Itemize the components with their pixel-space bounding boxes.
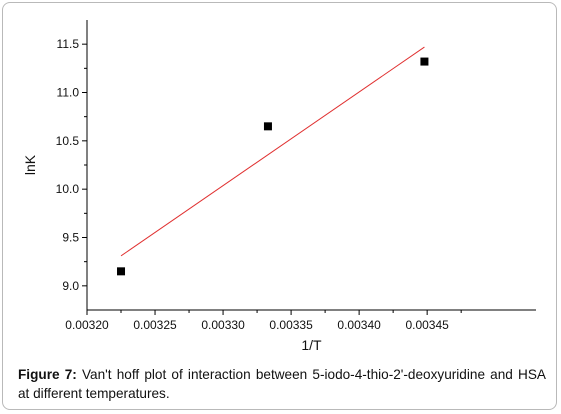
x-tick-label: 0.00345 — [405, 318, 449, 332]
y-tick-label: 10.5 — [56, 134, 80, 148]
figure-caption: Figure 7: Van't hoff plot of interaction… — [18, 365, 546, 403]
y-tick-label: 11.5 — [57, 37, 80, 51]
figure-frame — [2, 2, 557, 410]
y-tick-label: 10.0 — [56, 182, 80, 196]
data-point — [263, 122, 272, 131]
x-tick-label: 0.00335 — [269, 318, 313, 332]
y-tick-label: 9.0 — [62, 279, 79, 293]
x-ticks: 0.00320 0.00325 0.00330 0.00335 0.00340 0.003… — [65, 310, 462, 332]
x-axis-label: 1/T — [301, 337, 322, 353]
y-ticks: 9.0 9.5 10.0 10.5 11.0 11.5 — [56, 37, 87, 293]
caption-label: Figure 7: — [18, 367, 77, 382]
fit-line — [120, 46, 425, 257]
x-tick-label: 0.00330 — [201, 318, 245, 332]
y-tick-label: 11.0 — [57, 86, 80, 100]
data-point — [117, 267, 126, 276]
axes — [86, 20, 536, 311]
x-tick-label: 0.00325 — [133, 318, 177, 332]
caption-text: Van't hoff plot of interaction between 5… — [18, 367, 546, 401]
series-group — [117, 46, 429, 276]
x-tick-label: 0.00320 — [65, 318, 109, 332]
data-point — [420, 57, 429, 66]
x-tick-label: 0.00340 — [337, 318, 381, 332]
y-axis-label: lnK — [22, 154, 38, 175]
y-tick-label: 9.5 — [62, 231, 79, 245]
